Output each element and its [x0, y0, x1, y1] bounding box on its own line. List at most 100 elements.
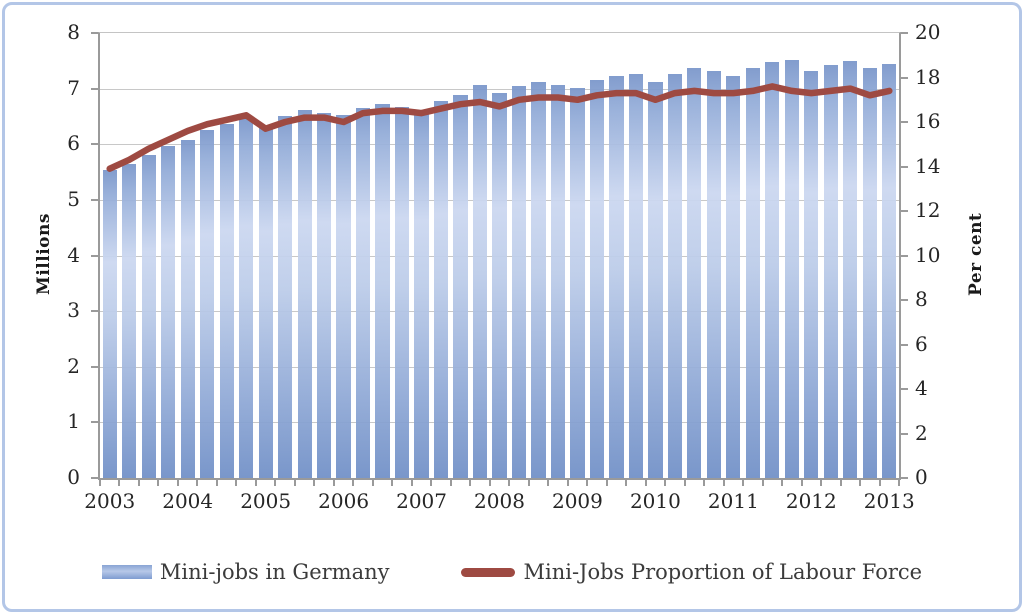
x-axis-tick — [820, 480, 823, 486]
x-axis-tick — [215, 480, 218, 486]
x-axis-tick — [859, 480, 862, 486]
right-axis-tick — [901, 165, 908, 168]
right-axis-tick — [901, 121, 908, 123]
plot-area — [91, 32, 908, 486]
bar-series-label: Mini-jobs in Germany — [159, 560, 390, 584]
x-axis-tick — [586, 480, 589, 486]
right-axis-tick-label: 6 — [915, 331, 928, 356]
right-axis-title: Per cent — [966, 212, 986, 297]
bar-mini-jobs — [628, 73, 644, 478]
bar-mini-jobs — [200, 130, 215, 478]
x-axis-year-label: 2005 — [240, 489, 292, 513]
bar-mini-jobs — [394, 106, 410, 478]
bar-mini-jobs — [687, 68, 702, 478]
right-axis-tick — [901, 210, 908, 212]
bar-mini-jobs — [648, 81, 663, 478]
x-axis-tick — [449, 480, 452, 486]
x-axis-tick — [839, 480, 842, 486]
bar-mini-jobs — [161, 145, 176, 478]
legend-item-bars: Mini-jobs in Germany — [101, 560, 390, 584]
x-axis-tick — [566, 480, 569, 486]
left-axis-tick — [91, 254, 98, 257]
x-axis-tick — [664, 480, 667, 486]
x-axis-year-label: 2009 — [551, 489, 603, 513]
bar-mini-jobs — [531, 81, 546, 478]
x-axis-tick — [761, 480, 764, 486]
x-axis-year-label: 2004 — [162, 489, 214, 513]
bar-mini-jobs — [453, 95, 468, 478]
right-axis-tick-label: 0 — [915, 465, 928, 489]
x-axis-tick — [527, 480, 530, 486]
x-axis-tick — [898, 480, 900, 486]
bar-mini-jobs — [745, 68, 760, 478]
bar-mini-jobs — [667, 73, 682, 478]
bar-mini-jobs — [589, 80, 605, 478]
bar-mini-jobs — [316, 112, 332, 478]
x-axis-tick — [430, 480, 433, 486]
bar-mini-jobs — [550, 84, 566, 478]
bar-mini-jobs — [239, 118, 254, 478]
x-axis-tick — [371, 480, 374, 486]
right-axis-tick — [901, 432, 908, 435]
legend-item-line: Mini-Jobs Proportion of Labour Force — [461, 560, 922, 584]
right-axis-tick — [901, 32, 908, 34]
left-axis-tick-label: 5 — [67, 186, 80, 211]
x-axis-tick — [625, 480, 628, 486]
x-axis-tick — [722, 480, 725, 486]
left-axis-tick — [91, 198, 98, 201]
bar-mini-jobs — [375, 104, 390, 478]
x-axis-tick — [644, 480, 647, 486]
left-axis-tick-label: 7 — [67, 75, 80, 100]
x-axis-tick — [274, 480, 277, 486]
x-axis-year-label: 2011 — [707, 489, 759, 513]
x-axis-tick — [332, 480, 335, 486]
left-axis-tick-label: 3 — [67, 298, 80, 323]
x-axis-year-label: 2003 — [84, 489, 136, 513]
x-axis-tick — [176, 480, 179, 486]
right-axis-tick-label: 12 — [915, 198, 941, 222]
bar-mini-jobs — [141, 155, 156, 478]
x-axis-year-label: 2006 — [318, 489, 370, 513]
bar-mini-jobs — [219, 123, 234, 478]
bar-mini-jobs — [609, 76, 624, 478]
right-axis-tick — [901, 254, 908, 257]
left-axis-tick-label: 2 — [67, 353, 80, 378]
bar-series-swatch — [101, 565, 152, 579]
x-axis-year-label: 2008 — [474, 489, 525, 513]
right-axis-tick — [901, 76, 908, 79]
x-axis-tick — [391, 480, 394, 486]
left-axis-tick-label: 4 — [67, 242, 80, 267]
right-axis-tick — [901, 388, 908, 390]
x-axis-tick — [352, 480, 355, 486]
bar-mini-jobs — [414, 109, 429, 478]
left-axis-tick — [91, 310, 98, 313]
bar-mini-jobs — [804, 70, 819, 478]
left-axis-tick-label: 8 — [67, 20, 80, 44]
bar-mini-jobs — [297, 109, 312, 478]
x-axis-tick — [313, 480, 316, 486]
x-axis-tick — [508, 480, 511, 486]
right-axis-tick — [901, 299, 908, 301]
left-axis-tick — [91, 87, 98, 90]
x-axis-tick — [683, 480, 686, 486]
right-axis-tick-labels: 0 2 4 6 8 10 12 14 16 18 20 — [901, 22, 961, 487]
x-axis-tick — [878, 480, 881, 486]
bar-mini-jobs — [472, 84, 488, 478]
bar-mini-jobs — [355, 108, 371, 478]
legend: Mini-jobs in Germany Mini-Jobs Proportio… — [0, 550, 1024, 594]
bar-mini-jobs — [433, 101, 449, 478]
x-axis-tick — [469, 480, 472, 486]
bar-mini-jobs — [102, 170, 117, 478]
left-axis-tick-label: 1 — [67, 409, 80, 434]
x-axis-year-label: 2010 — [629, 489, 681, 513]
bar-mini-jobs — [843, 60, 858, 478]
x-axis-tick — [547, 480, 550, 486]
left-axis-tick — [91, 477, 98, 479]
x-axis-tick — [118, 480, 121, 486]
right-axis-tick-label: 16 — [915, 109, 941, 133]
line-series-label: Mini-Jobs Proportion of Labour Force — [523, 560, 923, 584]
x-axis-year-label: 2007 — [396, 489, 447, 513]
proportion-line — [106, 83, 893, 172]
bar-mini-jobs — [278, 116, 293, 478]
